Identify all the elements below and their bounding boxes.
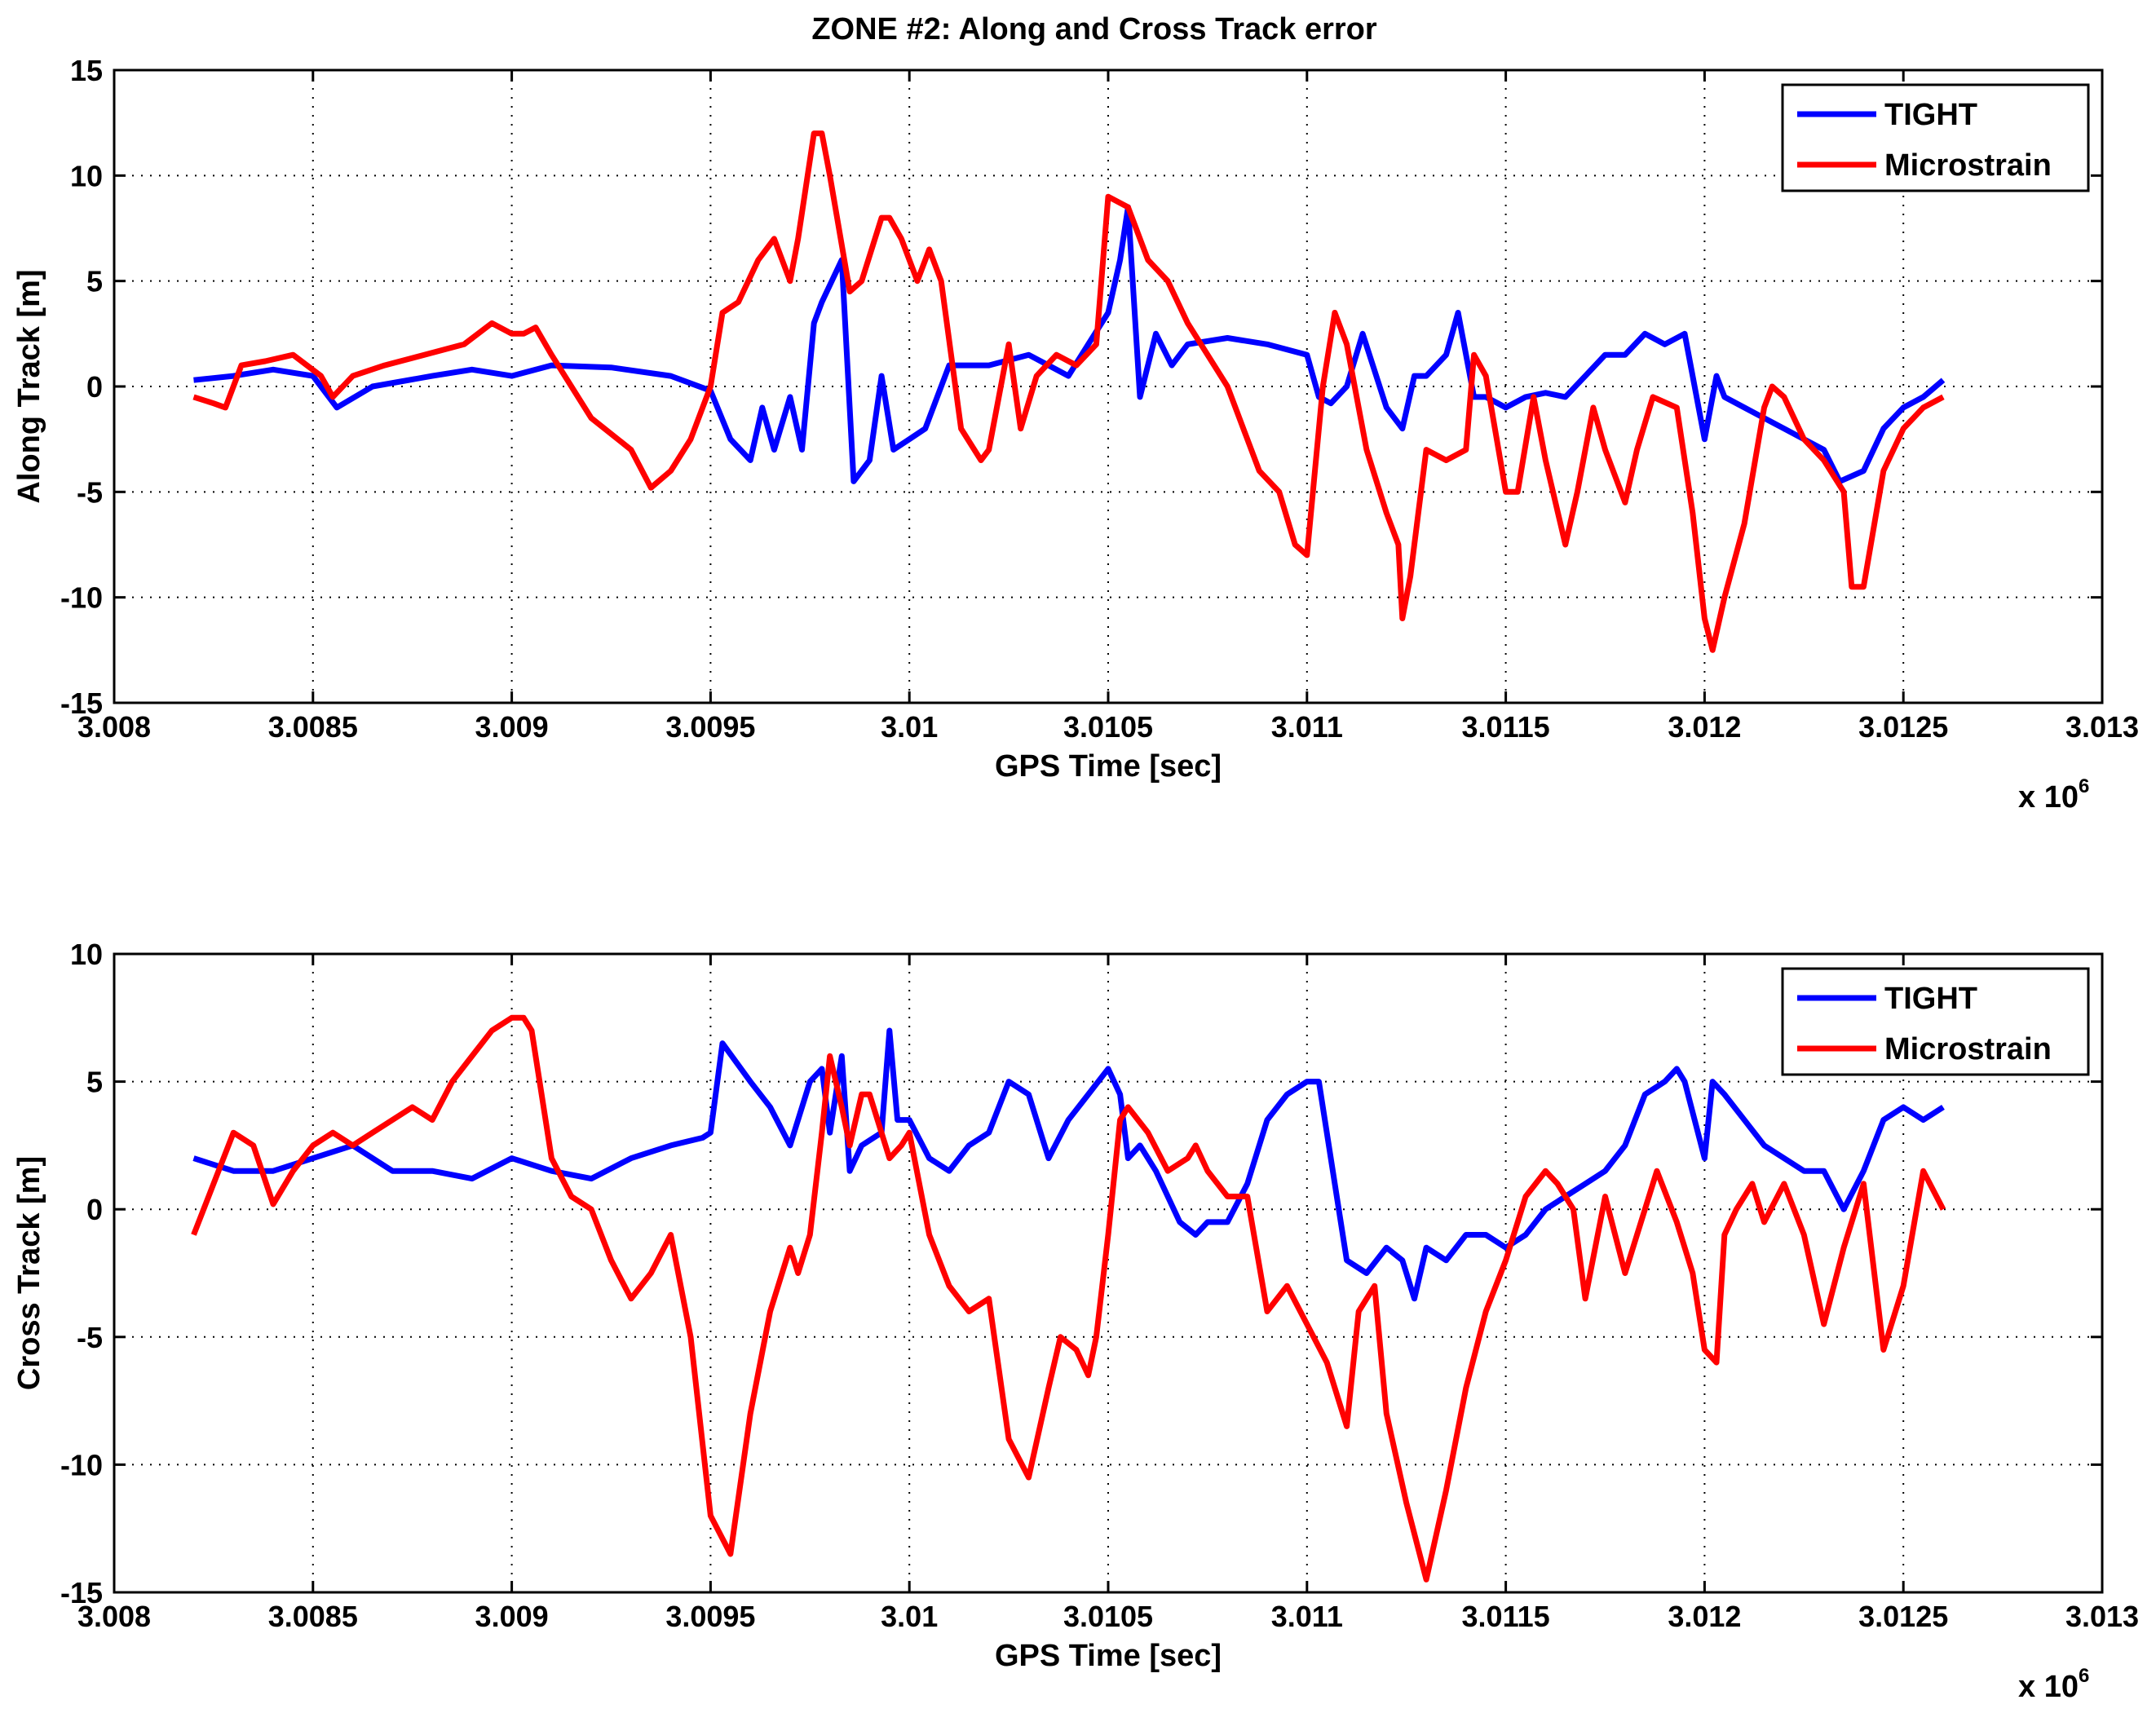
along-track-x-tick-label: 3.0105 [1063,710,1153,744]
along-track-y-tick-label: -5 [77,475,103,509]
cross-track-y-tick-label: -15 [60,1576,103,1609]
cross-track-y-tick-label: -10 [60,1448,103,1481]
along-track-x-exponent-base: x 10 [2018,780,2079,815]
along-track-y-tick-label: -15 [60,687,103,720]
cross-track-x-exponent-power: 6 [2079,1665,2089,1687]
cross-track-x-label: GPS Time [sec] [995,1639,1222,1673]
along-track-x-tick-label: 3.009 [475,710,549,744]
along-track-x-tick-label: 3.0125 [1858,710,1948,744]
cross-track-x-tick-label: 3.008 [77,1600,151,1633]
cross-track-x-tick-label: 3.013 [2065,1600,2139,1633]
cross-track-x-tick-label: 3.01 [881,1600,938,1633]
cross-track-legend-box [1781,967,2090,1076]
along-track-series-microstrain [192,130,1945,653]
cross-track-y-label: Cross Track [m] [12,1156,46,1390]
along-track-x-tick-label: 3.0115 [1462,710,1550,744]
cross-track-x-tick-label: 3.011 [1271,1600,1343,1633]
along-track-x-label: GPS Time [sec] [995,749,1222,784]
cross-track-axes-frame [113,952,2104,1594]
cross-track-series-microstrain [191,1014,1946,1583]
cross-track-x-tick-label: 3.0115 [1462,1600,1550,1633]
along-track-x-tick-label: 3.012 [1668,710,1741,744]
cross-track-panel: Cross Track [m] GPS Time [sec] x 106 3.0… [12,938,2139,1704]
cross-track-axes-background [114,954,2102,1592]
cross-track-x-tick-label: 3.0095 [665,1600,755,1633]
cross-track-y-tick-label: 0 [86,1193,103,1226]
cross-track-legend-label-tight: TIGHT [1884,982,1977,1016]
cross-track-x-tick-label: 3.0105 [1063,1600,1153,1633]
along-track-x-tick-label: 3.011 [1271,710,1343,744]
cross-track-plot-area: 3.008 3.0085 3.009 3.0095 3.01 3.0105 3.011 3.0… [60,938,2139,1633]
along-track-plot-area: 3.008 3.0085 3.009 3.0095 3.01 3.0105 3.011 3.0… [60,54,2139,744]
along-track-y-tick-label: 15 [70,54,103,87]
along-track-y-label: Along Track [m] [12,269,46,503]
cross-track-y-tick-label: -5 [77,1321,103,1354]
cross-track-x-tick-label: 3.012 [1668,1600,1741,1633]
cross-track-series-tight [192,1027,1945,1302]
cross-track-x-tick-label: 3.0085 [268,1600,358,1633]
along-track-y-tick-label: -10 [60,581,103,615]
cross-track-x-tick-label: 3.009 [475,1600,549,1633]
cross-track-legend-label-microstrain: Microstrain [1884,1032,2052,1066]
along-track-x-tick-label: 3.013 [2065,710,2139,744]
along-track-x-tick-label: 3.01 [881,710,938,744]
cross-track-x-exponent: x 106 [2018,1665,2089,1704]
cross-track-y-tick-label: 5 [86,1066,103,1099]
along-track-x-tick-label: 3.008 [77,710,151,744]
along-track-y-tick-label: 5 [86,265,103,298]
along-track-x-tick-label: 3.0095 [665,710,755,744]
cross-track-legend: TIGHT Microstrain [1781,967,2090,1076]
cross-track-x-exponent-base: x 10 [2018,1670,2079,1704]
along-track-x-exponent-power: 6 [2079,775,2089,797]
along-track-legend-label-tight: TIGHT [1884,98,1977,132]
along-track-legend-box [1781,83,2090,192]
along-track-series-tight [193,204,1946,484]
cross-track-y-tick-label: 10 [70,938,103,971]
along-track-legend: TIGHT Microstrain [1781,83,2090,192]
along-track-x-exponent: x 106 [2018,775,2089,815]
along-track-y-tick-label: 0 [86,370,103,404]
cross-track-x-tick-label: 3.0125 [1858,1600,1948,1633]
along-track-legend-label-microstrain: Microstrain [1884,148,2052,183]
along-track-x-tick-label: 3.0085 [268,710,358,744]
along-track-panel: Along Track [m] GPS Time [sec] x 106 3.0… [12,54,2139,815]
figure-title: ZONE #2: Along and Cross Track error [811,12,1377,46]
along-track-axes-frame [113,68,2104,704]
along-track-y-tick-label: 10 [70,159,103,192]
